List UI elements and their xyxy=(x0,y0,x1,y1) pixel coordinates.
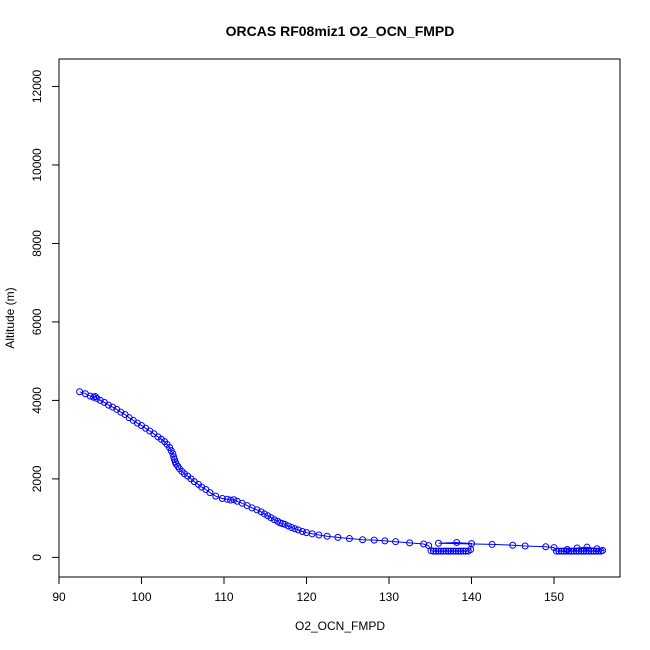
data-point xyxy=(573,544,581,552)
data-point xyxy=(444,547,452,555)
x-tick-label: 140 xyxy=(461,590,481,604)
x-tick-label: 90 xyxy=(52,590,66,604)
data-point xyxy=(420,540,428,548)
data-point xyxy=(298,527,306,535)
data-point xyxy=(563,546,571,554)
data-point xyxy=(468,540,475,548)
data-point xyxy=(253,506,261,514)
data-point xyxy=(462,547,470,555)
data-point xyxy=(230,496,238,504)
data-point xyxy=(223,495,231,503)
data-point xyxy=(427,547,435,555)
data-point xyxy=(315,531,323,539)
data-point xyxy=(587,547,595,555)
data-point xyxy=(359,536,367,544)
data-point xyxy=(555,547,563,555)
data-point xyxy=(567,547,575,555)
data-point xyxy=(432,547,440,555)
data-point xyxy=(345,535,353,543)
data-point xyxy=(521,542,529,550)
data-series xyxy=(76,388,607,555)
data-point xyxy=(430,547,438,555)
data-point xyxy=(308,530,316,538)
data-point xyxy=(565,547,573,555)
data-point xyxy=(593,545,601,553)
data-point xyxy=(582,547,590,555)
data-point xyxy=(572,547,580,555)
data-point xyxy=(291,525,299,533)
data-point xyxy=(552,547,560,555)
data-point xyxy=(509,541,517,549)
data-point xyxy=(447,547,455,555)
x-tick-label: 120 xyxy=(296,590,316,604)
data-point xyxy=(227,496,235,504)
data-point xyxy=(560,547,568,555)
y-axis: 0 2000 4000 6000 8000 10000 12000 xyxy=(30,69,60,561)
data-point xyxy=(406,539,414,547)
y-tick-label: 12000 xyxy=(30,69,44,103)
data-point xyxy=(91,392,99,400)
data-point xyxy=(583,543,591,551)
x-axis: 90 100 110 120 130 140 150 xyxy=(52,576,564,604)
y-tick-label: 4000 xyxy=(30,387,44,414)
data-point xyxy=(370,536,378,544)
y-tick-label: 0 xyxy=(30,554,44,561)
data-point xyxy=(442,547,450,555)
data-point xyxy=(96,396,104,404)
data-point xyxy=(284,522,292,530)
y-tick-label: 6000 xyxy=(30,308,44,335)
data-point xyxy=(334,533,342,541)
data-point xyxy=(105,401,112,409)
data-point xyxy=(542,543,550,551)
data-point xyxy=(294,526,302,534)
x-tick-label: 150 xyxy=(544,590,564,604)
y-axis-label: Altitude (m) xyxy=(3,287,17,348)
data-point xyxy=(454,547,462,555)
data-point xyxy=(453,538,461,546)
data-point xyxy=(452,547,460,555)
data-point xyxy=(270,516,278,524)
chart-title: ORCAS RF08miz1 O2_OCN_FMPD xyxy=(226,23,455,39)
x-tick-label: 130 xyxy=(379,590,399,604)
data-point xyxy=(288,524,296,532)
data-point xyxy=(218,495,226,503)
y-tick-label: 10000 xyxy=(30,148,44,182)
data-point xyxy=(457,547,465,555)
data-point xyxy=(449,547,457,555)
data-point xyxy=(435,539,442,547)
data-point xyxy=(459,547,467,555)
data-point xyxy=(381,537,389,545)
y-tick-label: 8000 xyxy=(30,230,44,257)
x-tick-label: 110 xyxy=(214,590,233,604)
data-point xyxy=(323,532,331,540)
data-point xyxy=(206,489,214,497)
x-axis-label: O2_OCN_FMPD xyxy=(295,619,385,633)
data-point xyxy=(435,547,442,555)
x-tick-label: 100 xyxy=(131,590,151,604)
y-tick-label: 2000 xyxy=(30,465,44,492)
data-point xyxy=(212,492,220,500)
data-point xyxy=(86,392,94,400)
data-point xyxy=(281,520,289,528)
data-point xyxy=(437,547,445,555)
data-point xyxy=(439,547,447,555)
data-point xyxy=(585,547,593,555)
data-point xyxy=(488,540,496,548)
data-point xyxy=(392,538,400,546)
